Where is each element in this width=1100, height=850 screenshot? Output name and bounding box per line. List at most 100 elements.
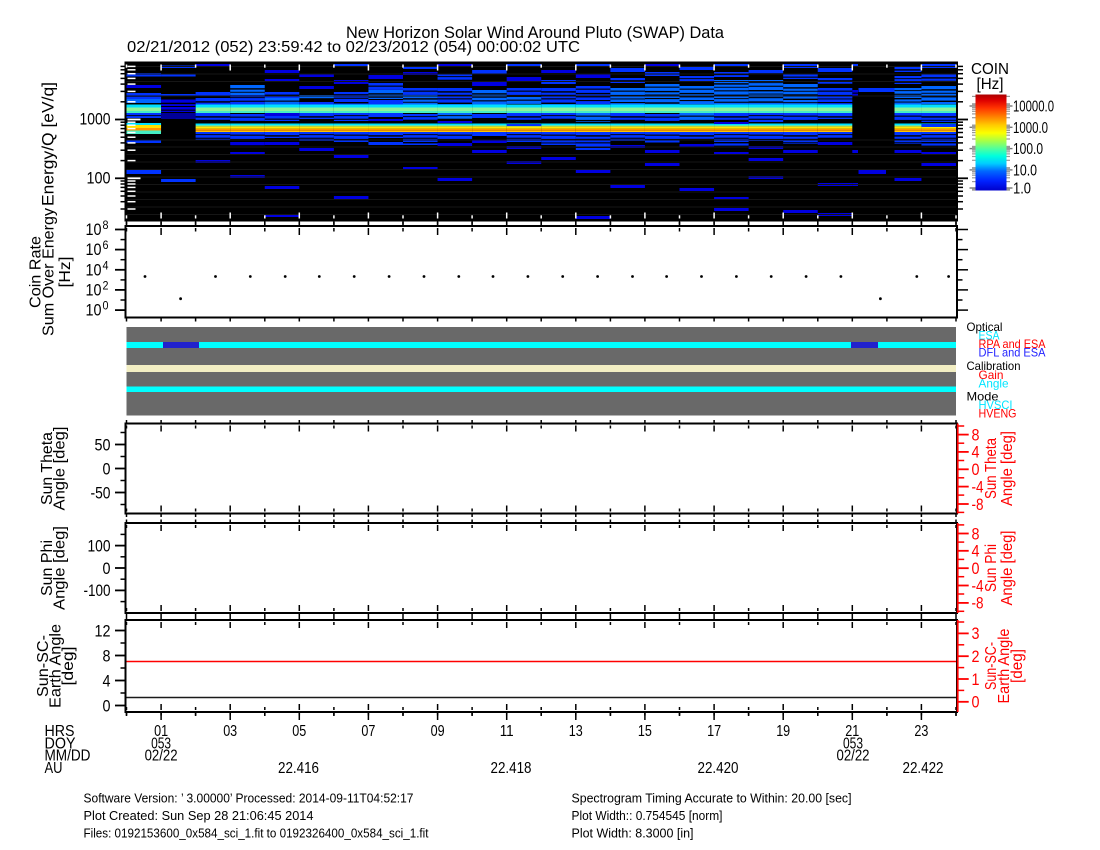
svg-text:10.0: 10.0 (1013, 162, 1037, 179)
svg-text:100.0: 100.0 (1013, 141, 1043, 158)
svg-text:Calibration: Calibration (967, 359, 1021, 373)
svg-text:10: 10 (86, 301, 102, 320)
svg-text:13: 13 (569, 723, 583, 740)
svg-text:053: 053 (151, 736, 171, 753)
svg-text:HVSCI: HVSCI (979, 398, 1013, 412)
svg-text:8: 8 (103, 646, 111, 665)
svg-text:Plot Width:: 0.754545 [norm]: Plot Width:: 0.754545 [norm] (572, 809, 723, 823)
svg-text:-4: -4 (972, 477, 984, 496)
svg-text:0: 0 (103, 696, 111, 715)
svg-text:0: 0 (103, 301, 109, 313)
svg-text:10000.0: 10000.0 (1013, 99, 1054, 116)
svg-text:8: 8 (103, 220, 109, 232)
svg-text:03: 03 (223, 723, 237, 740)
svg-text:Mode: Mode (967, 390, 999, 404)
svg-text:[Hz]: [Hz] (57, 257, 74, 288)
svg-text:4: 4 (972, 542, 980, 561)
svg-text:Sun Theta: Sun Theta (39, 432, 56, 505)
svg-text:053: 053 (843, 736, 863, 753)
svg-text:1: 1 (972, 670, 980, 689)
svg-text:0: 0 (972, 693, 980, 712)
svg-text:3: 3 (972, 624, 980, 643)
svg-text:0: 0 (972, 460, 980, 479)
svg-text:HVENG: HVENG (979, 407, 1017, 421)
svg-text:10: 10 (86, 260, 102, 279)
svg-text:19: 19 (776, 723, 790, 740)
svg-text:-8: -8 (972, 594, 984, 613)
svg-text:4: 4 (103, 671, 111, 690)
svg-text:Optical: Optical (967, 320, 1003, 334)
svg-text:8: 8 (972, 524, 980, 543)
svg-text:02/21/2012 (052) 23:59:42 to 0: 02/21/2012 (052) 23:59:42 to 02/23/2012 … (127, 39, 580, 56)
svg-text:09: 09 (431, 723, 445, 740)
svg-text:Spectrogram Timing Accurate to: Spectrogram Timing Accurate to Within: 2… (572, 792, 852, 806)
svg-text:05: 05 (292, 723, 306, 740)
svg-text:-4: -4 (972, 576, 984, 595)
svg-text:02/22: 02/22 (145, 748, 178, 765)
svg-text:Angle [deg]: Angle [deg] (999, 531, 1016, 606)
svg-text:22.422: 22.422 (903, 760, 944, 777)
svg-text:Sun-SC-: Sun-SC- (35, 635, 52, 697)
svg-text:22.420: 22.420 (698, 760, 739, 777)
svg-text:22.418: 22.418 (491, 760, 532, 777)
svg-text:21: 21 (845, 723, 859, 740)
svg-text:Files: 0192153600_0x584_sci_1.: Files: 0192153600_0x584_sci_1.fit to 019… (84, 827, 429, 841)
svg-text:Sun-SC-: Sun-SC- (983, 642, 1000, 690)
svg-text:10: 10 (86, 240, 102, 259)
svg-text:ESA: ESA (979, 329, 1000, 343)
svg-text:COIN: COIN (971, 61, 1009, 78)
svg-text:Angle [deg]: Angle [deg] (52, 526, 69, 610)
svg-text:Sum Over Energy: Sum Over Energy (41, 208, 58, 336)
svg-text:Plot Created: Sun Sep 28 21:06: Plot Created: Sun Sep 28 21:06:45 2014 (84, 809, 314, 823)
svg-text:8: 8 (972, 425, 980, 444)
svg-text:17: 17 (707, 723, 721, 740)
svg-text:[deg]: [deg] (1009, 649, 1026, 683)
svg-text:22.416: 22.416 (278, 760, 319, 777)
svg-text:Earth Angle: Earth Angle (48, 624, 65, 708)
svg-text:New Horizon Solar Wind Around: New Horizon Solar Wind Around Pluto (SWA… (346, 23, 725, 42)
svg-text:Energy/Q [eV/q]: Energy/Q [eV/q] (40, 82, 58, 206)
svg-text:10: 10 (86, 280, 102, 299)
svg-text:Earth Angle: Earth Angle (996, 629, 1013, 704)
svg-text:Angle [deg]: Angle [deg] (52, 427, 69, 511)
svg-text:MM/DD: MM/DD (45, 748, 91, 765)
svg-text:2: 2 (103, 280, 109, 292)
svg-text:1000.0: 1000.0 (1013, 120, 1048, 137)
svg-text:DFL and ESA: DFL and ESA (979, 346, 1046, 360)
svg-text:-100: -100 (84, 581, 111, 600)
svg-text:Angle [deg]: Angle [deg] (999, 431, 1016, 506)
svg-text:4: 4 (972, 443, 980, 462)
svg-text:DOY: DOY (45, 736, 76, 753)
svg-text:[Hz]: [Hz] (977, 76, 1004, 93)
svg-text:Sun Phi: Sun Phi (983, 544, 1000, 592)
svg-text:01: 01 (154, 723, 168, 740)
svg-text:12: 12 (95, 621, 111, 640)
svg-text:2: 2 (972, 647, 980, 666)
svg-text:-50: -50 (91, 483, 111, 502)
svg-text:Sun Phi: Sun Phi (39, 540, 56, 596)
svg-text:Coin Rate: Coin Rate (28, 236, 45, 308)
svg-text:4: 4 (103, 260, 110, 272)
svg-text:[deg]: [deg] (60, 647, 77, 686)
svg-text:0: 0 (103, 559, 111, 578)
svg-text:02/22: 02/22 (837, 748, 870, 765)
svg-text:50: 50 (95, 435, 111, 454)
svg-text:Plot Width: 8.3000 [in]: Plot Width: 8.3000 [in] (572, 827, 694, 841)
svg-text:AU: AU (45, 760, 63, 777)
svg-text:-8: -8 (972, 495, 984, 514)
svg-text:15: 15 (638, 723, 652, 740)
svg-text:11: 11 (500, 723, 514, 740)
svg-text:HRS: HRS (45, 723, 75, 740)
svg-text:100: 100 (88, 536, 111, 555)
svg-text:100: 100 (87, 168, 111, 187)
svg-text:0: 0 (972, 559, 980, 578)
svg-text:RPA and ESA: RPA and ESA (979, 337, 1046, 351)
svg-text:Angle: Angle (979, 377, 1009, 391)
svg-text:1000: 1000 (80, 110, 111, 129)
svg-text:1.0: 1.0 (1013, 181, 1031, 198)
svg-text:Gain: Gain (979, 368, 1004, 382)
svg-text:07: 07 (361, 723, 375, 740)
svg-text:Sun Theta: Sun Theta (983, 438, 1000, 499)
svg-text:Software Version: ’ 3.00000’: Software Version: ’ 3.00000’ Processed: … (84, 792, 414, 806)
svg-text:0: 0 (103, 459, 111, 478)
